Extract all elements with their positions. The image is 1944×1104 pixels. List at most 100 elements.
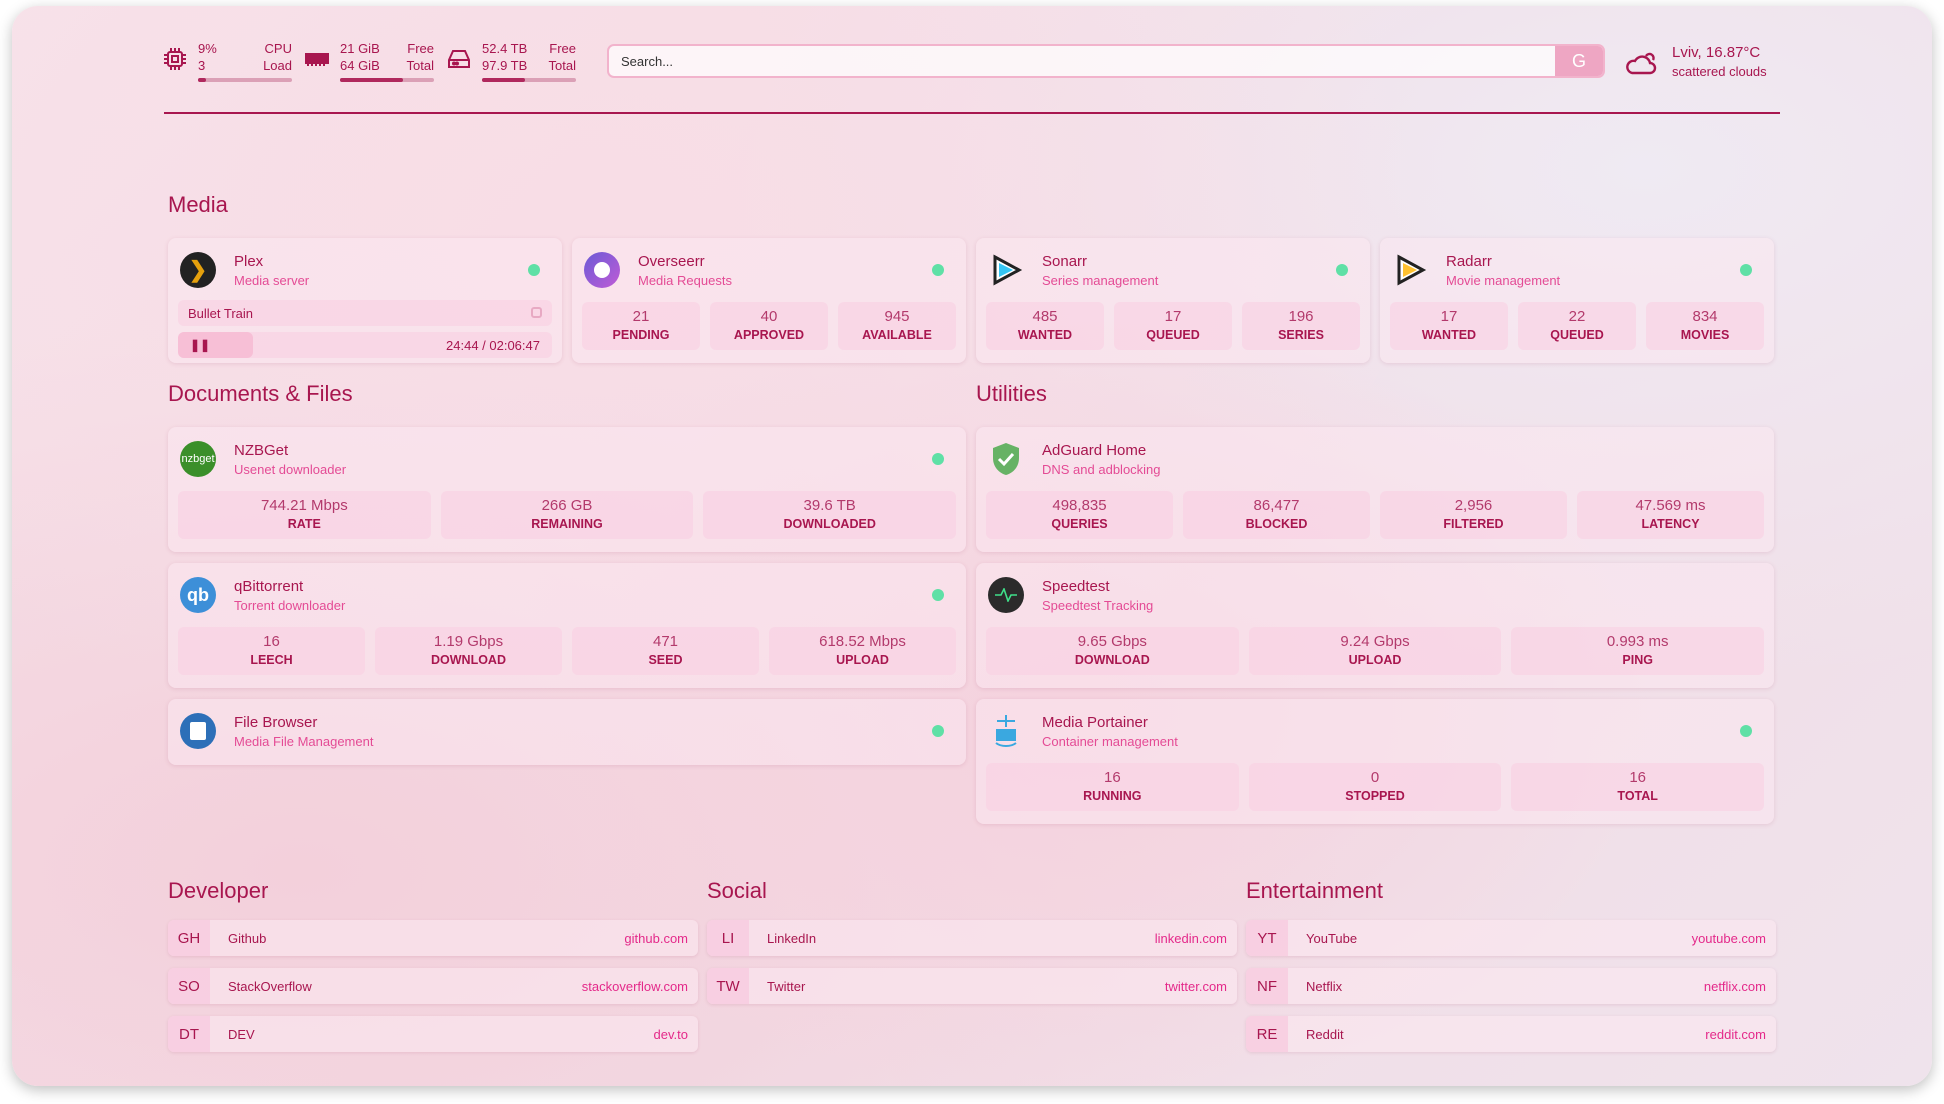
stat-filtered: 2,956 FILTERED	[1380, 491, 1567, 539]
stat-value: 21	[632, 308, 650, 325]
resource-text: 52.4 TB Free 97.9 TB Total	[482, 40, 576, 74]
service-card-filebrowser[interactable]: File Browser Media File Management	[168, 699, 966, 765]
stat-label: LEECH	[250, 653, 293, 667]
service-name: Plex	[234, 252, 264, 270]
stat-label: MOVIES	[1680, 328, 1730, 342]
service-description: Container management	[1042, 733, 1178, 749]
filebrowser-icon	[180, 713, 216, 749]
service-card-qbittorrent[interactable]: qb qBittorrent Torrent downloader 16 LEECH 1.…	[168, 563, 966, 688]
stat-value: 471	[652, 633, 679, 650]
resource-usage-bar	[482, 78, 576, 82]
resource-values: 52.4 TB Free 97.9 TB Total	[482, 40, 576, 82]
stat-value: 266 GB	[541, 497, 593, 514]
search-provider-button[interactable]: G	[1555, 46, 1603, 76]
service-header: nzbget NZBGet Usenet downloader	[178, 437, 956, 481]
stat-approved: 40 APPROVED	[710, 302, 828, 350]
service-card-plex[interactable]: ❯ Plex Media server Bullet Train ❚❚ 24:44 / 0…	[168, 238, 562, 363]
service-stats: 21 PENDING 40 APPROVED 945 AVAILABLE	[582, 302, 956, 350]
service-description: Media server	[234, 272, 310, 288]
group-title-documents: Documents & Files	[168, 381, 353, 406]
service-card-speedtest[interactable]: Speedtest Speedtest Tracking 9.65 Gbps DOWN…	[976, 563, 1774, 688]
bookmark-twitter[interactable]: TW Twitter twitter.com	[707, 968, 1237, 1004]
status-indicator	[528, 264, 540, 276]
plex-icon: ❯	[180, 252, 216, 288]
service-card-portainer[interactable]: Media Portainer Container management 16 RUN…	[976, 699, 1774, 824]
weather-widget: Lviv, 16.87°C scattered clouds	[1624, 44, 1767, 79]
pause-button[interactable]: ❚❚	[178, 332, 253, 358]
resource-value2: 97.9 TB	[482, 58, 528, 73]
stat-label: QUEUED	[1550, 328, 1604, 342]
bookmark-reddit[interactable]: RE Reddit reddit.com	[1246, 1016, 1776, 1052]
stat-label: PING	[1622, 653, 1653, 667]
weather-condition: scattered clouds	[1672, 64, 1767, 79]
speedtest-icon	[988, 577, 1024, 613]
stat-pending: 21 PENDING	[582, 302, 700, 350]
bookmark-netflix[interactable]: NF Netflix netflix.com	[1246, 968, 1776, 1004]
resource-label2: Total	[406, 58, 434, 73]
stat-label: AVAILABLE	[862, 328, 932, 342]
service-stats: 16 RUNNING 0 STOPPED 16 TOTAL	[986, 763, 1765, 811]
bookmark-url: linkedin.com	[1154, 930, 1227, 946]
now-playing-title: Bullet Train	[188, 305, 254, 321]
stat-label: DOWNLOAD	[431, 653, 506, 667]
service-info: Speedtest Speedtest Tracking	[1042, 578, 1764, 613]
stat-available: 945 AVAILABLE	[838, 302, 956, 350]
group-title-entertainment: Entertainment	[1246, 878, 1383, 903]
nzbget-icon: nzbget	[180, 441, 216, 477]
stat-value: 618.52 Mbps	[819, 633, 906, 650]
group-title-social: Social	[707, 878, 767, 903]
resource-disk: 52.4 TB Free 97.9 TB Total	[446, 40, 576, 82]
service-name: NZBGet	[234, 441, 289, 459]
bookmark-github[interactable]: GH Github github.com	[168, 920, 698, 956]
stat-label: STOPPED	[1345, 789, 1405, 803]
resource-value2: 64 GiB	[340, 58, 380, 73]
stat-seed: 471 SEED	[572, 627, 759, 675]
stat-label: UPLOAD	[836, 653, 889, 667]
service-card-nzbget[interactable]: nzbget NZBGet Usenet downloader 744.21 Mbps…	[168, 427, 966, 552]
adguard-icon	[988, 441, 1024, 477]
bookmark-youtube[interactable]: YT YouTube youtube.com	[1246, 920, 1776, 956]
resource-label: Free	[549, 41, 576, 56]
bookmark-abbr: LI	[707, 920, 749, 956]
resource-values: 9% CPU 3 Load	[198, 40, 292, 82]
dashboard-window: G Lviv, 16.87°C scattered clouds Media Do…	[12, 6, 1932, 1086]
service-card-adguard[interactable]: AdGuard Home DNS and adblocking 498,835 QUE…	[976, 427, 1774, 552]
stat-value: 1.19 Gbps	[433, 633, 504, 650]
stat-value: 22	[1568, 308, 1586, 325]
stat-value: 196	[1288, 308, 1314, 325]
service-description: DNS and adblocking	[1042, 461, 1161, 477]
bookmark-url: github.com	[624, 930, 688, 946]
service-name: Radarr	[1446, 252, 1492, 270]
qbittorrent-icon: qb	[180, 577, 216, 613]
stat-queued: 17 QUEUED	[1114, 302, 1232, 350]
service-info: qBittorrent Torrent downloader	[234, 578, 932, 613]
service-info: Sonarr Series management	[1042, 253, 1336, 288]
now-playing-time: 24:44 / 02:06:47	[446, 337, 540, 353]
bookmark-url: dev.to	[653, 1026, 688, 1042]
stat-label: FILTERED	[1443, 517, 1504, 531]
resource-value: 9%	[198, 41, 217, 56]
stat-series: 196 SERIES	[1242, 302, 1360, 350]
status-indicator	[932, 264, 944, 276]
bookmark-dev[interactable]: DT DEV dev.to	[168, 1016, 698, 1052]
service-name: Sonarr	[1042, 252, 1088, 270]
service-name: Media Portainer	[1042, 713, 1148, 731]
stat-value: 47.569 ms	[1635, 497, 1706, 514]
service-card-sonarr[interactable]: Sonarr Series management 485 WANTED 17 QUEUED…	[976, 238, 1370, 363]
stat-queued: 22 QUEUED	[1518, 302, 1636, 350]
stat-label: REMAINING	[531, 517, 603, 531]
stat-label: QUERIES	[1051, 517, 1108, 531]
stat-value: 485	[1032, 308, 1058, 325]
service-card-radarr[interactable]: Radarr Movie management 17 WANTED 22 QUEUED 83…	[1380, 238, 1774, 363]
service-card-overseerr[interactable]: Overseerr Media Requests 21 PENDING 40 APPROV…	[572, 238, 966, 363]
stat-value: 40	[760, 308, 778, 325]
service-name: Speedtest	[1042, 577, 1110, 595]
sonarr-icon	[988, 252, 1024, 288]
search-input[interactable]	[609, 46, 1555, 76]
service-description: Media Requests	[638, 272, 732, 288]
bookmark-abbr: SO	[168, 968, 210, 1004]
bookmark-stackoverflow[interactable]: SO StackOverflow stackoverflow.com	[168, 968, 698, 1004]
resource-label: Free	[407, 41, 434, 56]
bookmark-linkedin[interactable]: LI LinkedIn linkedin.com	[707, 920, 1237, 956]
service-stats: 17 WANTED 22 QUEUED 834 MOVIES	[1390, 302, 1764, 350]
